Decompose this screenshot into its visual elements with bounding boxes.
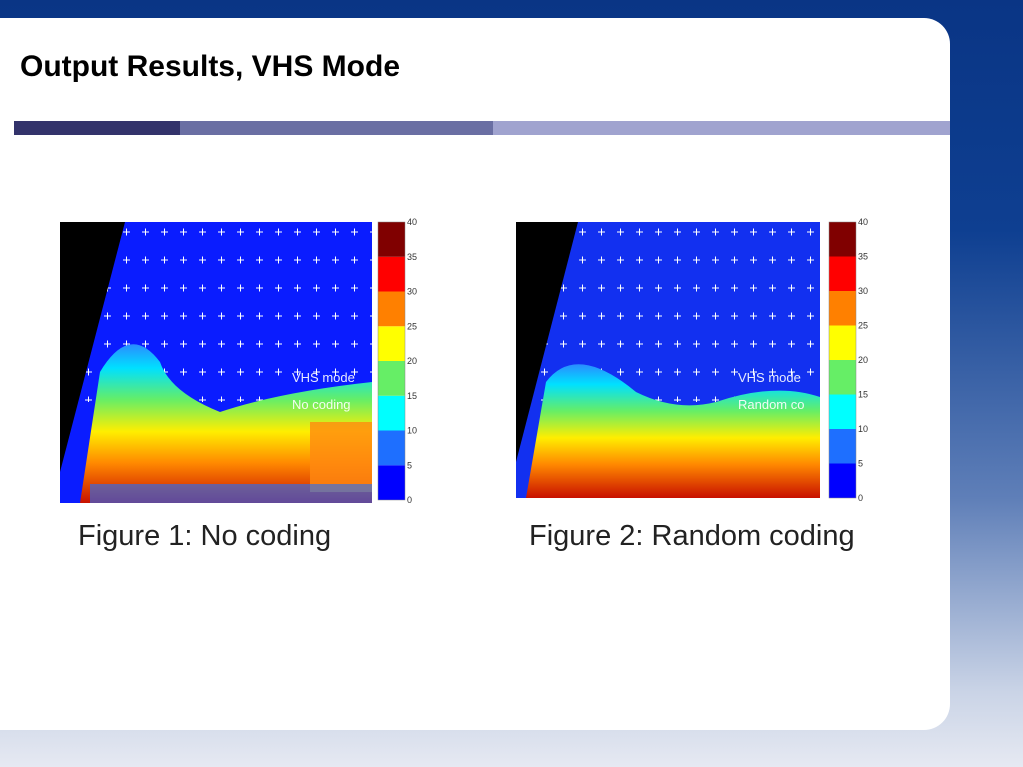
overlay-text: VHS mode <box>738 370 801 385</box>
colorbar-segment <box>829 325 856 360</box>
overlay-text: VHS mode <box>292 370 355 385</box>
colorbar-tick-label: 15 <box>407 391 417 401</box>
colorbar-tick-label: 35 <box>858 252 868 262</box>
colorbar-tick-label: 5 <box>858 459 863 469</box>
colorbar-tick-label: 35 <box>407 252 417 262</box>
colorbar-tick-label: 10 <box>858 424 868 434</box>
colorbar-tick-label: 25 <box>407 321 417 331</box>
colorbar-segment <box>378 361 405 396</box>
colorbar-tick-label: 5 <box>407 460 412 470</box>
colorbar-segment <box>829 394 856 429</box>
figure-image <box>516 222 820 498</box>
colorbar-segment <box>829 256 856 291</box>
stripe <box>493 121 950 135</box>
colorbar-tick-label: 40 <box>858 217 868 227</box>
colorbar-segment <box>378 326 405 361</box>
colorbar-frame <box>828 221 857 499</box>
caption: Figure 2: Random coding <box>529 520 855 552</box>
overlay-text: Random co <box>738 397 804 412</box>
colorbar-segment <box>378 395 405 431</box>
colorbar-tick-label: 30 <box>858 286 868 296</box>
colorbar-tick-label: 30 <box>407 287 417 297</box>
colorbar-tick-label: 20 <box>858 355 868 365</box>
slide-title: Output Results, VHS Mode <box>20 50 401 83</box>
colorbar-tick-label: 15 <box>858 390 868 400</box>
colorbar-segment <box>378 465 405 500</box>
colorbar-segment <box>829 429 856 464</box>
colorbar-tick-label: 40 <box>407 217 417 227</box>
colorbar-segment <box>378 256 405 292</box>
colorbar-segment <box>378 430 405 466</box>
stripe <box>180 121 493 135</box>
colorbar-segment <box>378 222 405 257</box>
colorbar-segment <box>378 291 405 327</box>
colorbar-segment <box>829 360 856 395</box>
colorbar-segment <box>829 222 856 257</box>
colorbar-tick-label: 20 <box>407 356 417 366</box>
colorbar-frame <box>377 221 406 501</box>
colorbar-tick-label: 10 <box>407 426 417 436</box>
caption: Figure 1: No coding <box>78 520 332 552</box>
colorbar-segment <box>829 291 856 326</box>
colorbar-tick-label: 0 <box>407 495 412 505</box>
colorbar-tick-label: 0 <box>858 493 863 503</box>
stripe <box>14 121 180 135</box>
colorbar-tick-label: 25 <box>858 321 868 331</box>
colorbar-segment <box>829 463 856 498</box>
figure-image <box>60 222 372 503</box>
overlay-text: No coding <box>292 397 351 412</box>
